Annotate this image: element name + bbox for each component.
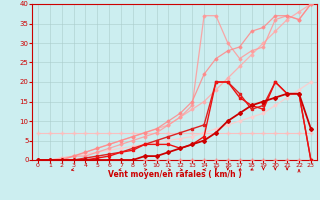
X-axis label: Vent moyen/en rafales ( km/h ): Vent moyen/en rafales ( km/h )	[108, 170, 241, 179]
